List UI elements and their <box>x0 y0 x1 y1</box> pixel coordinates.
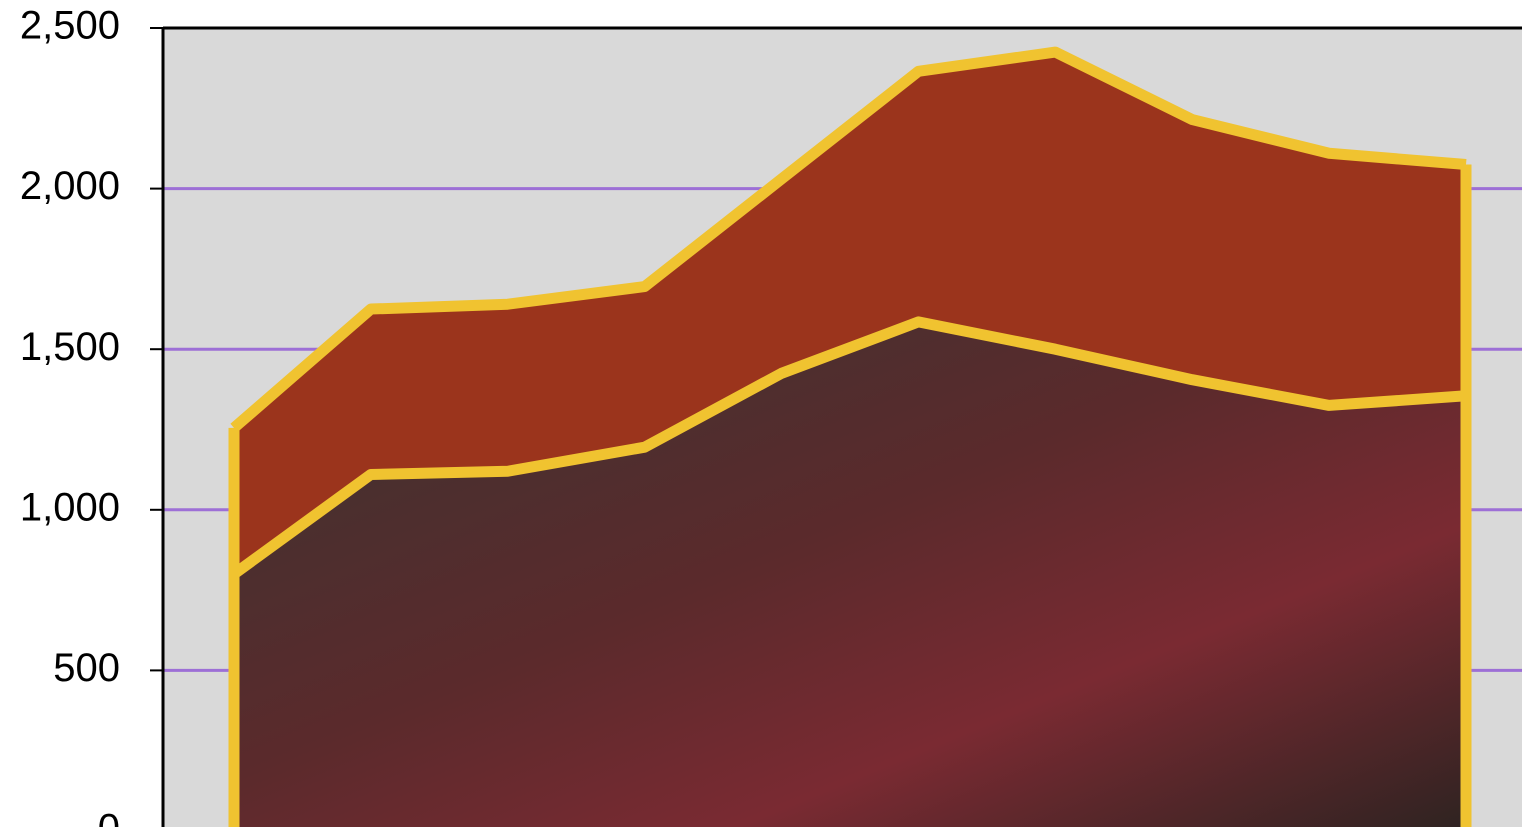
y-tick-label: 500 <box>53 646 120 690</box>
y-tick-label: 1,000 <box>20 485 120 529</box>
y-tick-label: 2,500 <box>20 4 120 48</box>
area-line <box>230 46 1467 433</box>
y-tick-label: 0 <box>98 807 120 827</box>
y-tick-label: 1,500 <box>20 325 120 369</box>
y-tick-label: 2,000 <box>20 164 120 208</box>
area-line <box>230 316 1467 579</box>
area <box>234 52 1466 575</box>
area <box>234 321 1466 827</box>
